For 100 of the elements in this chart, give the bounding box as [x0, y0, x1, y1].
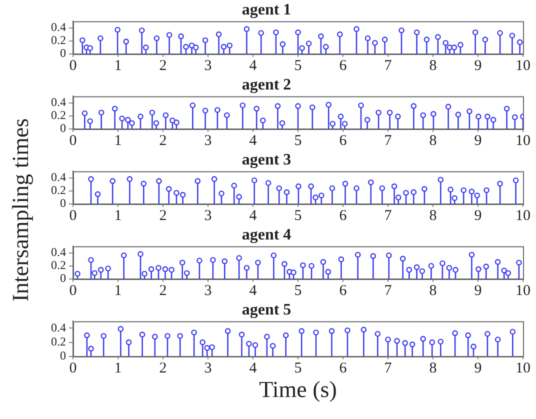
point [162, 266, 168, 272]
point [424, 36, 430, 42]
point [246, 340, 252, 347]
x-tick-label: 6 [339, 58, 348, 74]
point [386, 252, 392, 258]
x-tick-label: 8 [429, 282, 437, 299]
point [138, 27, 145, 34]
point [394, 338, 400, 344]
point [460, 187, 466, 194]
point [126, 176, 133, 182]
x-tick-label: 6 [339, 208, 348, 224]
point [252, 342, 258, 348]
point [419, 268, 426, 274]
point [251, 177, 258, 184]
point [516, 39, 523, 46]
point [472, 29, 478, 36]
point [406, 266, 412, 273]
x-tick-label: 6 [339, 360, 348, 376]
point [295, 29, 301, 36]
x-tick-label: 6 [339, 132, 348, 149]
x-tick-label: 6 [339, 282, 348, 299]
point [318, 33, 324, 40]
point [409, 342, 416, 348]
point [484, 330, 490, 337]
point [430, 111, 436, 117]
point [414, 29, 420, 36]
point [154, 35, 160, 42]
point [236, 255, 242, 261]
point [224, 328, 231, 334]
point [354, 185, 360, 192]
x-tick-label: 5 [294, 208, 302, 224]
point [296, 183, 302, 190]
x-tick-label: 7 [384, 282, 392, 299]
point [152, 334, 158, 340]
point [295, 103, 301, 109]
point [505, 270, 512, 276]
point [360, 326, 367, 333]
point [118, 326, 124, 332]
point [364, 116, 370, 123]
point [142, 270, 148, 277]
x-tick-label: 1 [114, 208, 122, 224]
point [429, 339, 435, 346]
point [244, 264, 250, 271]
point [273, 29, 279, 36]
point [494, 259, 501, 265]
point [468, 188, 475, 194]
point [100, 333, 106, 339]
point [476, 114, 482, 120]
point [312, 194, 318, 200]
point [318, 192, 324, 198]
x-tick-label: 9 [474, 132, 482, 149]
point [98, 35, 104, 42]
y-tick-label: 0 [60, 196, 66, 210]
point [298, 328, 304, 334]
y-tick-label: 0 [60, 46, 66, 60]
point [138, 251, 144, 257]
point [156, 264, 162, 271]
point [220, 44, 227, 50]
y-tick-label: 0.4 [51, 94, 66, 109]
point [260, 118, 266, 124]
point [202, 37, 208, 44]
point [299, 45, 305, 51]
point [497, 180, 503, 187]
x-tick-label: 7 [384, 208, 392, 224]
point [364, 35, 371, 42]
chart-title: agent 4 [242, 226, 292, 244]
x-tick-label: 1 [114, 282, 122, 299]
point [284, 189, 290, 196]
point [214, 107, 220, 113]
point [120, 252, 127, 258]
point [445, 104, 452, 110]
y-axis-title: Intersampling times [8, 118, 34, 302]
point [516, 260, 522, 266]
point [202, 108, 208, 114]
point [282, 261, 288, 267]
point [330, 120, 336, 127]
point [310, 104, 316, 110]
point [410, 103, 417, 109]
point [183, 44, 189, 50]
point [88, 257, 94, 263]
chart-title: agent 5 [242, 302, 292, 319]
point [110, 178, 116, 184]
chart-title: agent 1 [242, 2, 292, 19]
y-tick-label: 0 [60, 271, 66, 286]
point [497, 30, 503, 36]
point [178, 33, 184, 40]
point [274, 103, 281, 109]
point [244, 26, 250, 32]
x-tick-label: 4 [249, 58, 258, 74]
point [192, 44, 199, 50]
point [451, 44, 458, 50]
point [87, 45, 93, 51]
point [336, 31, 343, 38]
point [372, 40, 378, 46]
x-tick-label: 2 [159, 208, 167, 224]
x-tick-label: 10 [516, 132, 530, 149]
point [326, 102, 332, 108]
point [482, 36, 488, 42]
point [194, 178, 201, 184]
point [270, 252, 277, 258]
